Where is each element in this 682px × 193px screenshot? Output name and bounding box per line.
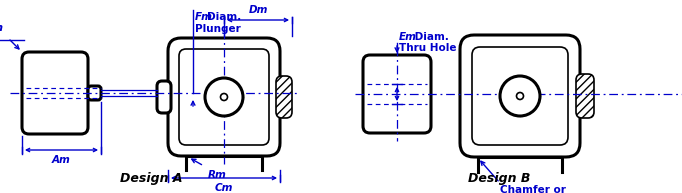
Text: Diam.: Diam. [207, 12, 241, 22]
Text: Bm: Bm [0, 23, 4, 33]
FancyBboxPatch shape [276, 76, 292, 118]
Circle shape [516, 92, 524, 100]
Circle shape [500, 76, 540, 116]
FancyBboxPatch shape [460, 35, 580, 157]
Circle shape [205, 78, 243, 116]
FancyBboxPatch shape [179, 49, 269, 145]
Text: Cm: Cm [215, 183, 233, 193]
Text: Em: Em [399, 32, 417, 42]
FancyBboxPatch shape [363, 55, 431, 133]
Text: Rm: Rm [208, 170, 226, 180]
Text: Thru Hole: Thru Hole [399, 43, 456, 53]
Text: Design A: Design A [120, 172, 182, 185]
Text: Diam.: Diam. [411, 32, 449, 42]
FancyBboxPatch shape [88, 86, 101, 100]
FancyBboxPatch shape [168, 38, 280, 156]
Text: Fm: Fm [195, 12, 213, 22]
Text: Plunger: Plunger [195, 24, 241, 34]
FancyBboxPatch shape [157, 81, 171, 113]
Text: Am: Am [52, 155, 71, 165]
FancyBboxPatch shape [22, 52, 88, 134]
FancyBboxPatch shape [472, 47, 568, 145]
Text: Dm: Dm [248, 5, 268, 15]
Text: Design B: Design B [468, 172, 530, 185]
Text: Chamfer or: Chamfer or [500, 185, 566, 193]
Circle shape [220, 93, 228, 101]
FancyBboxPatch shape [576, 74, 594, 118]
